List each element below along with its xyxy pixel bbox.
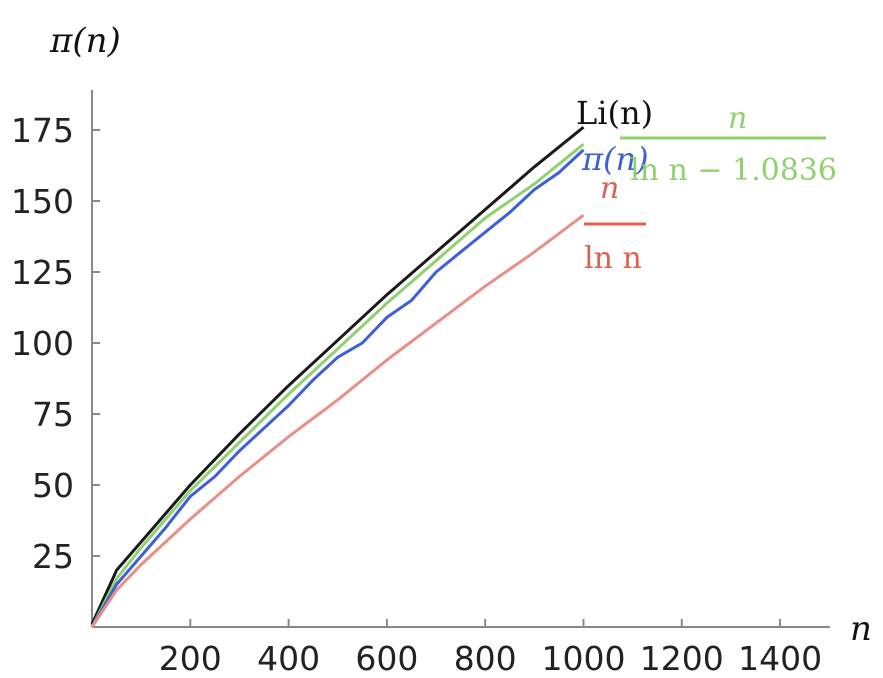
y-tick-label: 25	[32, 537, 74, 576]
label-pi: π(n)	[581, 140, 649, 178]
x-tick-label: 1400	[738, 639, 822, 678]
label-li: Li(n)	[576, 94, 653, 132]
x-tick-label: 600	[355, 639, 418, 678]
series-green-approx	[90, 143, 585, 628]
label-green-denominator: ln n − 1.0836	[630, 153, 837, 188]
y-tick-label: 150	[11, 182, 74, 221]
series-li	[90, 126, 585, 625]
y-axis-title: π(n)	[49, 21, 121, 61]
series-pi	[90, 148, 585, 628]
x-tick-label: 800	[454, 639, 517, 678]
y-tick-label: 175	[11, 111, 74, 150]
x-tick-label: 1200	[640, 639, 724, 678]
x-tick-label: 200	[159, 639, 222, 678]
series-n-over-ln-n	[90, 213, 585, 628]
x-tick-label: 1000	[542, 639, 626, 678]
y-tick-label: 50	[32, 466, 74, 505]
x-tick-label: 400	[257, 639, 320, 678]
y-tick-label: 75	[32, 395, 74, 434]
axis-ticks: 200 400 600 800 1000 1200 1400 25 50 75 100 125 150 1…	[11, 111, 822, 678]
y-tick-label: 125	[11, 253, 74, 292]
label-red-numerator: n	[600, 171, 619, 206]
series-layer	[90, 126, 585, 628]
label-red-denominator: ln n	[584, 241, 642, 276]
x-axis-title: n	[850, 609, 872, 649]
label-green-numerator: n	[728, 101, 747, 136]
y-tick-label: 100	[11, 324, 74, 363]
